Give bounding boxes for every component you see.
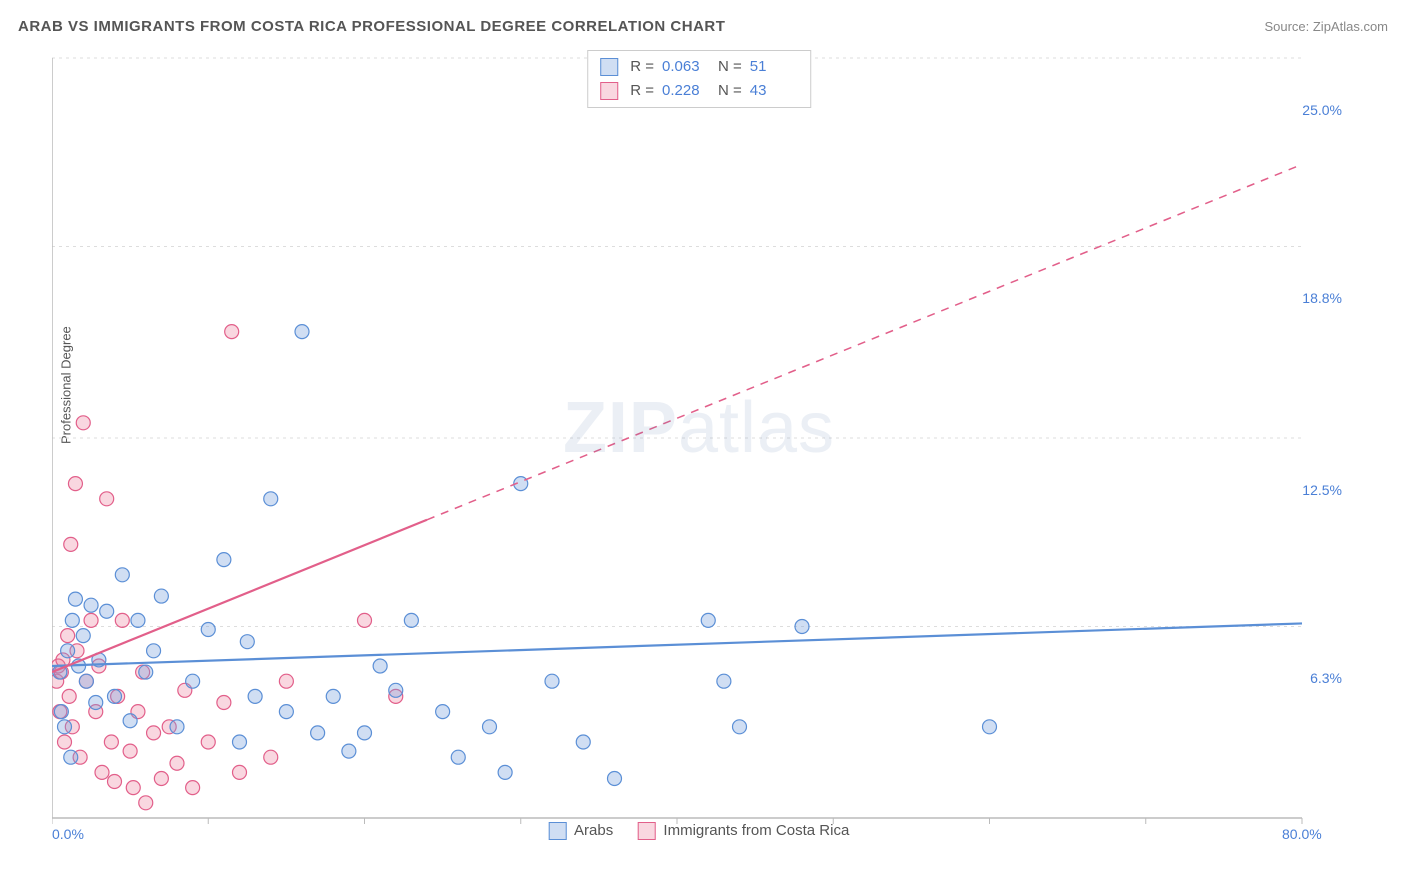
x-axis-min: 0.0% [52,826,84,842]
y-tick-label: 12.5% [1302,482,1342,498]
y-tick-label: 25.0% [1302,102,1342,118]
plot-area: Professional Degree ZIPatlas R =0.063N =… [52,48,1346,840]
chart-title: ARAB VS IMMIGRANTS FROM COSTA RICA PROFE… [18,18,725,35]
scatter-chart [52,48,1346,840]
series-legend: Arabs Immigrants from Costa Rica [549,822,850,840]
x-axis-max: 80.0% [1282,826,1322,842]
series-legend-item: Arabs [549,822,614,840]
legend-row: R =0.228N =43 [600,79,798,103]
series-legend-item: Immigrants from Costa Rica [637,822,849,840]
source-label: Source: ZipAtlas.com [1264,19,1388,34]
legend-row: R =0.063N =51 [600,55,798,79]
correlation-legend: R =0.063N =51R =0.228N =43 [587,50,811,108]
y-tick-label: 6.3% [1310,670,1342,686]
y-tick-label: 18.8% [1302,290,1342,306]
